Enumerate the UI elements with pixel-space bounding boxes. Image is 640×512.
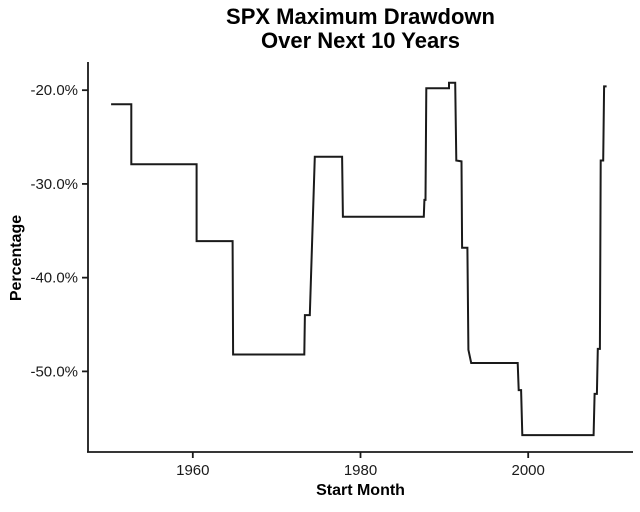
y-axis-title: Percentage (8, 214, 25, 302)
x-tick-label: 1960 (176, 462, 209, 479)
chart-title: SPX Maximum Drawdown Over Next 10 Years (88, 5, 633, 53)
y-tick-label: -20.0% (30, 82, 78, 99)
x-tick-label: 1980 (344, 462, 377, 479)
y-tick-label: -30.0% (30, 176, 78, 193)
chart-title-line-1: SPX Maximum Drawdown (226, 4, 495, 29)
chart-title-line-2: Over Next 10 Years (261, 28, 460, 53)
y-tick-label: -40.0% (30, 270, 78, 287)
x-axis-title: Start Month (316, 482, 405, 499)
y-tick-label: -50.0% (30, 363, 78, 380)
x-tick-label: 2000 (512, 462, 545, 479)
drawdown-step-line (111, 81, 607, 437)
